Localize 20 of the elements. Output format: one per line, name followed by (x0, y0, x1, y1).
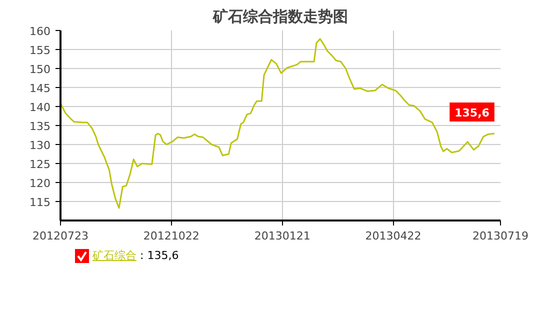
y-tick-label: 160 (30, 25, 51, 38)
x-tick-label: 20130422 (365, 230, 422, 242)
annotation: 135,6 (454, 106, 490, 120)
y-tick-label: 155 (30, 44, 51, 57)
text: 矿石综合 (92, 249, 136, 262)
x-tick-label: 20130121 (254, 230, 310, 242)
chart-title: 矿石综合指数走势图 (212, 8, 348, 26)
y-tick-label: 125 (30, 158, 51, 171)
y-tick-label: 140 (30, 101, 51, 114)
text: : 135,6 (140, 249, 179, 262)
x-tick-label: 20121022 (143, 230, 200, 242)
line-series (60, 38, 496, 209)
y-tick-label: 120 (30, 177, 51, 190)
y-tick-label: 130 (30, 139, 51, 152)
x-tick-label: 20120723 (32, 230, 89, 242)
y-tick-label: 115 (30, 196, 51, 209)
x-tick-label: 20130719 (472, 230, 529, 242)
y-tick-label: 150 (30, 63, 51, 76)
y-tick-label: 145 (30, 82, 51, 95)
y-tick-label: 135 (30, 120, 51, 133)
